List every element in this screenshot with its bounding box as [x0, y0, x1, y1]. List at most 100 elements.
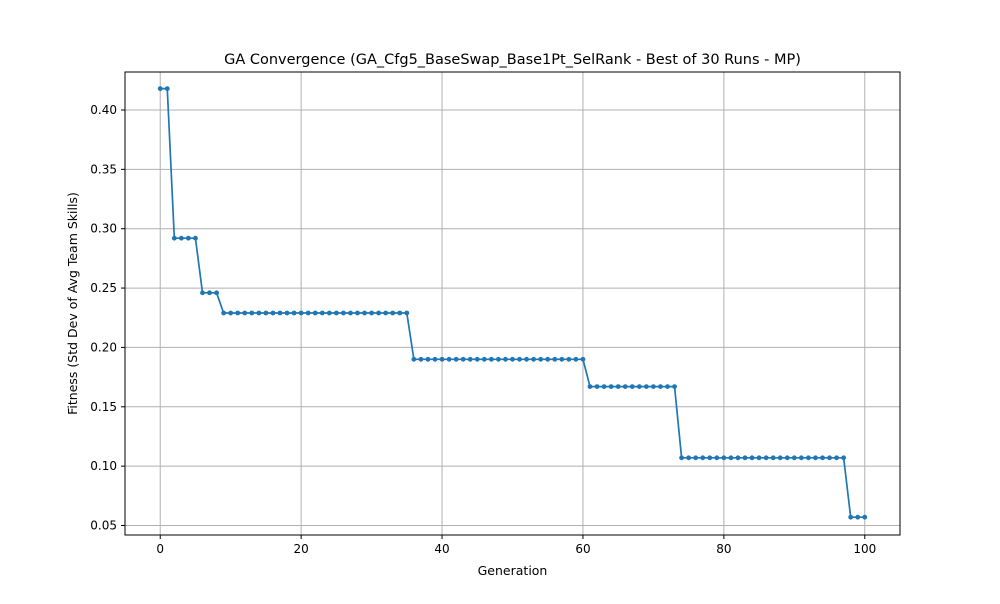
data-point [728, 455, 734, 461]
y-tick-label: 0.30 [90, 222, 117, 236]
data-point [763, 455, 769, 461]
data-point [545, 356, 551, 362]
data-point [425, 356, 431, 362]
data-point [636, 384, 642, 390]
data-point [862, 514, 868, 520]
data-point [510, 356, 515, 362]
data-point [834, 455, 839, 461]
data-point [791, 455, 797, 461]
data-point [446, 356, 452, 362]
data-point [679, 455, 684, 461]
data-point [820, 455, 825, 461]
data-point [460, 356, 466, 362]
data-point [496, 356, 501, 362]
y-tick-label: 0.25 [90, 281, 117, 295]
y-tick-label: 0.10 [90, 459, 117, 473]
data-point [531, 356, 537, 362]
data-point [404, 310, 410, 316]
x-tick-label: 80 [716, 542, 731, 556]
plot-frame [124, 71, 901, 536]
data-point [291, 310, 297, 316]
data-point [742, 455, 748, 461]
data-point [432, 356, 438, 362]
data-point [714, 455, 720, 461]
data-point [848, 514, 854, 520]
data-point [397, 310, 403, 316]
x-tick-label: 60 [575, 542, 590, 556]
data-point [827, 455, 832, 461]
series-line [160, 87, 865, 519]
x-tick-label: 40 [434, 542, 449, 556]
data-point [770, 455, 776, 461]
data-point [615, 384, 621, 390]
y-axis-ticks: 0.05 0.10 0.15 0.20 0.25 0.30 0.35 0.40 [90, 103, 125, 533]
data-point [362, 310, 367, 316]
data-point [749, 455, 755, 461]
data-point [488, 356, 494, 362]
data-point [312, 310, 318, 316]
grid-lines [125, 72, 900, 535]
data-point [235, 310, 241, 316]
x-tick-label: 0 [156, 542, 164, 556]
data-point [333, 310, 339, 316]
data-point [538, 356, 544, 362]
data-point [164, 86, 170, 92]
data-point [376, 310, 382, 316]
data-point [594, 384, 600, 390]
data-point [580, 356, 586, 362]
data-point [411, 356, 417, 362]
data-point [559, 356, 565, 362]
data-point [524, 356, 529, 362]
data-point [256, 310, 262, 316]
data-point [284, 310, 290, 316]
x-tick-label: 100 [853, 542, 876, 556]
data-point [228, 310, 234, 316]
data-point [806, 455, 811, 461]
data-point [326, 310, 332, 316]
data-point [298, 310, 304, 316]
data-point [214, 290, 219, 296]
data-point [221, 310, 227, 316]
data-point [672, 384, 677, 390]
data-point [369, 310, 374, 316]
data-point [193, 235, 198, 241]
data-point [171, 235, 177, 241]
data-point [700, 455, 706, 461]
data-point [552, 356, 558, 362]
data-point [305, 310, 311, 316]
x-axis-ticks: 0 20 40 60 80 100 [156, 535, 876, 556]
data-point [263, 310, 269, 316]
data-point [587, 384, 593, 390]
data-point [383, 310, 389, 316]
data-point [319, 310, 325, 316]
data-point [573, 356, 579, 362]
data-point [686, 455, 692, 461]
data-point [207, 290, 212, 296]
y-tick-label: 0.35 [90, 162, 117, 176]
data-point [841, 455, 847, 461]
y-tick-label: 0.05 [90, 519, 117, 533]
data-point [721, 455, 727, 461]
data-point [439, 356, 445, 362]
data-point [418, 356, 424, 362]
data-point [693, 455, 699, 461]
y-tick-label: 0.20 [90, 340, 117, 354]
data-point [186, 235, 191, 241]
data-point [390, 310, 396, 316]
data-point [777, 455, 783, 461]
data-point [756, 455, 762, 461]
y-tick-label: 0.40 [90, 103, 117, 117]
data-point [503, 356, 508, 362]
data-point [474, 356, 480, 362]
data-point [855, 514, 861, 520]
chart-title: GA Convergence (GA_Cfg5_BaseSwap_Base1Pt… [224, 52, 801, 68]
data-point [453, 356, 459, 362]
data-point [242, 310, 248, 316]
data-point [651, 384, 656, 390]
data-point [658, 384, 663, 390]
data-point [735, 455, 741, 461]
x-tick-label: 20 [293, 542, 308, 556]
data-point [517, 356, 522, 362]
